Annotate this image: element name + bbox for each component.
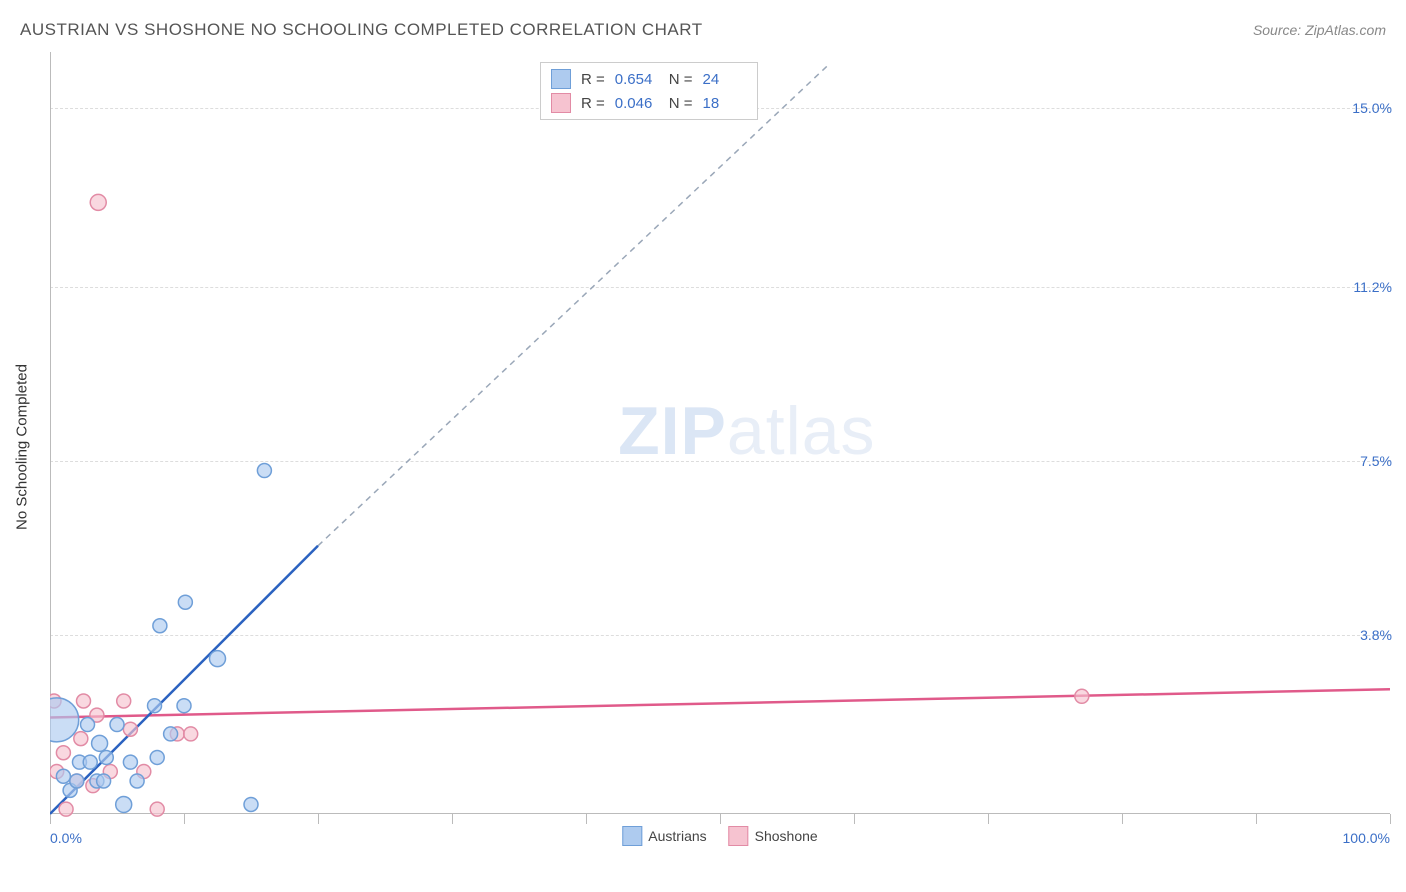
chart-title: AUSTRIAN VS SHOSHONE NO SCHOOLING COMPLE…: [20, 20, 703, 40]
stats-legend: R = 0.654 N = 24 R = 0.046 N = 18: [540, 62, 758, 120]
data-point: [257, 464, 271, 478]
data-point: [74, 732, 88, 746]
data-point: [123, 755, 137, 769]
data-point: [150, 750, 164, 764]
data-point: [83, 755, 97, 769]
chart-header: AUSTRIAN VS SHOSHONE NO SCHOOLING COMPLE…: [20, 20, 1386, 40]
regression-line: [50, 546, 318, 814]
source-attribution: Source: ZipAtlas.com: [1253, 22, 1386, 38]
data-point: [164, 727, 178, 741]
data-point: [117, 694, 131, 708]
regression-line: [50, 689, 1390, 717]
data-point: [97, 774, 111, 788]
n-value: 18: [703, 95, 747, 112]
data-point: [178, 595, 192, 609]
stats-row-shoshone: R = 0.046 N = 18: [551, 91, 747, 115]
n-label: N =: [669, 95, 693, 112]
data-point: [184, 727, 198, 741]
regression-line: [318, 66, 827, 546]
data-point: [150, 802, 164, 816]
r-label: R =: [581, 95, 605, 112]
data-point: [99, 750, 113, 764]
r-value: 0.046: [615, 95, 659, 112]
data-point: [110, 718, 124, 732]
stats-row-austrians: R = 0.654 N = 24: [551, 67, 747, 91]
data-point: [130, 774, 144, 788]
data-point: [59, 802, 73, 816]
data-point: [1075, 689, 1089, 703]
data-point: [210, 651, 226, 667]
x-tick: [1390, 814, 1391, 824]
data-point: [116, 796, 132, 812]
swatch-icon: [551, 93, 571, 113]
chart-container: No Schooling Completed ZIPatlas 3.8%7.5%…: [50, 52, 1390, 842]
data-point: [90, 194, 106, 210]
data-point: [77, 694, 91, 708]
n-value: 24: [703, 71, 747, 88]
data-point: [81, 718, 95, 732]
n-label: N =: [669, 71, 693, 88]
data-point: [56, 769, 70, 783]
y-axis-label: No Schooling Completed: [14, 364, 31, 530]
data-point: [123, 722, 137, 736]
r-value: 0.654: [615, 71, 659, 88]
data-point: [153, 619, 167, 633]
scatter-plot: [50, 52, 1390, 842]
data-point: [92, 735, 108, 751]
data-point: [70, 774, 84, 788]
swatch-icon: [551, 69, 571, 89]
data-point: [148, 699, 162, 713]
data-point: [244, 797, 258, 811]
r-label: R =: [581, 71, 605, 88]
data-point: [177, 699, 191, 713]
data-point: [56, 746, 70, 760]
